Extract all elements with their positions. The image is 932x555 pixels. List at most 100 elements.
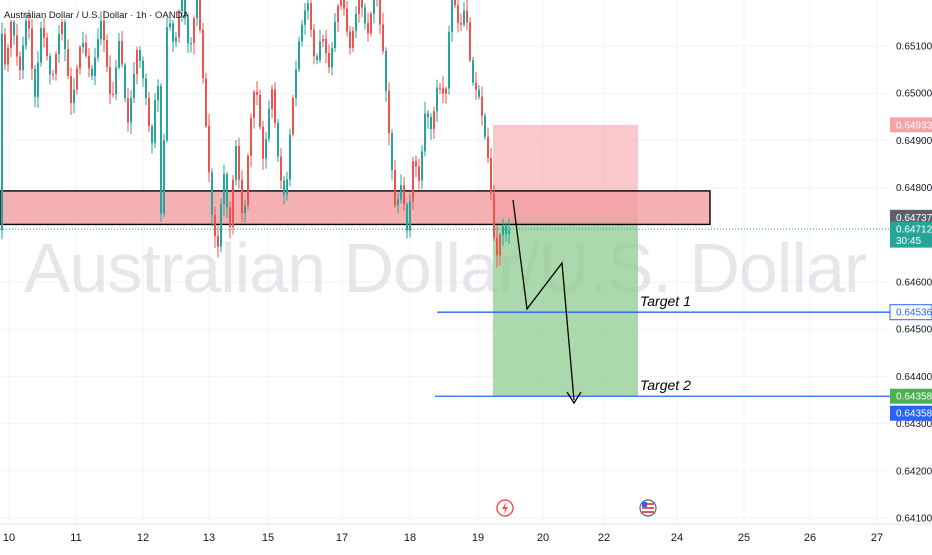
candle-body xyxy=(445,88,447,94)
candle-body xyxy=(259,94,261,127)
candle-body xyxy=(493,193,495,238)
candle-body xyxy=(232,179,234,227)
candle-body xyxy=(331,47,333,68)
candle-body xyxy=(244,205,246,214)
time-tick-label: 22 xyxy=(598,532,610,544)
price-label-bg xyxy=(890,209,932,225)
candle-body xyxy=(187,18,189,44)
candle-body xyxy=(34,68,36,97)
projection-path[interactable] xyxy=(512,199,575,401)
candle-body xyxy=(352,30,354,48)
price-label-badge: 0.64933 xyxy=(890,117,932,133)
candle-body xyxy=(175,37,177,42)
candle-body xyxy=(463,10,465,25)
price-axis-bg xyxy=(890,0,932,550)
candle-body xyxy=(238,146,240,180)
price-tick-label: 0.64200 xyxy=(896,466,932,477)
candle-body xyxy=(145,78,147,98)
flag-stripe xyxy=(642,507,654,509)
candle-body xyxy=(1,33,3,231)
candle-body xyxy=(364,7,366,24)
candle-body xyxy=(109,67,111,94)
candle-body xyxy=(283,180,285,195)
time-tick-label: 25 xyxy=(738,532,750,544)
time-tick-label: 17 xyxy=(336,532,348,544)
annotations[interactable]: Target 1 Target 2 xyxy=(0,199,890,405)
candle-body xyxy=(91,68,93,76)
candle-body xyxy=(388,90,390,134)
candle-body xyxy=(313,29,315,57)
watermark: Australian Dollar/U.S. Dollar xyxy=(24,229,867,307)
candle-body xyxy=(52,73,54,75)
time-tick-label: 19 xyxy=(472,532,484,544)
candle-body xyxy=(409,201,411,231)
resistance-zone[interactable] xyxy=(0,190,711,226)
candle-body xyxy=(274,89,276,123)
candle-body xyxy=(169,23,171,28)
us-flag-event-icon[interactable] xyxy=(639,499,657,517)
candle-body xyxy=(373,0,375,14)
candle-body xyxy=(334,22,336,48)
candle-body xyxy=(370,13,372,34)
time-tick-label: 20 xyxy=(537,532,549,544)
candle-body xyxy=(103,20,105,41)
candle-body xyxy=(37,62,39,97)
candle-body xyxy=(433,111,435,129)
candle-body xyxy=(454,0,456,6)
candle-body xyxy=(73,89,75,103)
time-axis[interactable]: 10 11 12 13 15 17 18 19 20 22 24 25 26 27 xyxy=(0,499,932,550)
price-label-badge: 0.64536 xyxy=(889,304,932,321)
candle-body xyxy=(337,5,339,23)
candle-body xyxy=(250,117,252,156)
candle-body xyxy=(403,185,405,205)
time-tick-label: 10 xyxy=(3,532,15,544)
candle-body xyxy=(379,0,381,25)
candle-body xyxy=(133,74,135,99)
candle-body xyxy=(142,60,144,79)
candle-body xyxy=(421,151,423,181)
candle-body xyxy=(172,23,174,42)
candle-body xyxy=(343,0,345,9)
candle-body xyxy=(406,204,408,231)
candle-body xyxy=(322,38,324,42)
candle-body xyxy=(271,89,273,109)
price-axis[interactable]: 0.65100 0.65000 0.64900 0.64800 0.64600 0.645… xyxy=(889,0,932,550)
candle-body xyxy=(469,22,471,61)
price-label-text: 0.64358 xyxy=(896,409,932,420)
time-tick-label: 27 xyxy=(871,532,883,544)
candle-body xyxy=(121,40,123,65)
price-label-text: 0.64536 xyxy=(896,308,932,319)
price-label-text: 0.64737 xyxy=(896,213,932,224)
candle-body xyxy=(130,98,132,123)
candle-body xyxy=(163,140,165,214)
candle-body xyxy=(151,126,153,143)
price-label-text: 0.64933 xyxy=(896,120,932,131)
candle-body xyxy=(79,47,81,69)
candle-body xyxy=(340,0,342,6)
time-tick-label: 15 xyxy=(262,532,274,544)
candle-body xyxy=(253,92,255,118)
candle-body xyxy=(451,0,453,32)
candle-body xyxy=(355,13,357,31)
candle-body xyxy=(265,138,267,159)
candle-body xyxy=(31,28,33,69)
price-label-bg xyxy=(889,304,932,321)
candle-body xyxy=(481,96,483,116)
price-label-bg xyxy=(890,405,932,421)
candle-body xyxy=(22,45,24,71)
candle-body xyxy=(310,3,312,30)
candle-body xyxy=(229,207,231,227)
flash-event-icon[interactable] xyxy=(496,499,514,517)
candle-body xyxy=(448,31,450,89)
candle-body xyxy=(286,179,288,195)
price-label-badge: 0.64737 xyxy=(890,209,932,225)
drawing-layer[interactable] xyxy=(0,124,711,397)
candle-body xyxy=(199,0,201,30)
candle-body xyxy=(430,117,432,129)
candle-body xyxy=(391,133,393,170)
candle-body xyxy=(16,35,18,57)
price-label-text: 0.64358 xyxy=(896,392,932,403)
candle-body xyxy=(280,156,282,181)
